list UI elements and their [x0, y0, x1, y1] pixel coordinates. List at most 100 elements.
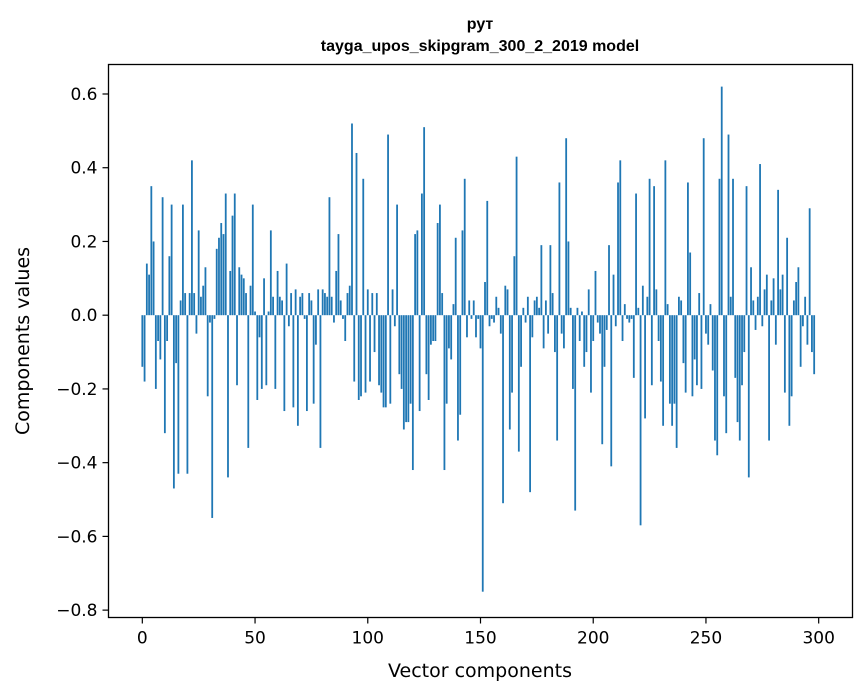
- bar: [272, 296, 274, 316]
- y-tick-label: 0.4: [70, 159, 97, 179]
- bar: [666, 304, 669, 316]
- bar: [351, 123, 353, 316]
- bar: [296, 315, 299, 426]
- bar: [371, 293, 374, 316]
- bar: [508, 315, 511, 430]
- bar: [172, 315, 175, 489]
- bar: [502, 315, 504, 504]
- bar: [520, 315, 522, 367]
- bar: [450, 315, 453, 360]
- bar: [344, 315, 347, 341]
- bar: [811, 315, 813, 353]
- bar: [152, 241, 155, 316]
- bar: [457, 315, 459, 441]
- bar: [308, 293, 311, 316]
- bar: [590, 315, 592, 393]
- bar: [504, 285, 507, 316]
- bar: [439, 204, 441, 316]
- bar: [384, 315, 387, 408]
- bar: [630, 315, 633, 319]
- bar: [680, 300, 683, 316]
- bar: [583, 315, 586, 367]
- bar: [484, 282, 486, 316]
- bar: [488, 315, 491, 327]
- bar: [269, 230, 272, 316]
- bar: [535, 296, 538, 316]
- bar: [260, 315, 263, 389]
- bar: [506, 289, 509, 316]
- bar: [342, 315, 344, 319]
- bar: [285, 263, 288, 316]
- chart-title: рут: [467, 16, 494, 33]
- bar: [802, 315, 804, 327]
- bar: [310, 300, 313, 316]
- bar: [312, 315, 315, 404]
- bar: [585, 315, 588, 353]
- bar: [202, 285, 205, 316]
- bar: [788, 315, 791, 426]
- bar: [292, 315, 295, 408]
- bar: [420, 193, 423, 316]
- bar: [195, 315, 198, 334]
- bar: [732, 178, 734, 316]
- bar: [797, 267, 800, 316]
- bar: [182, 204, 184, 316]
- bar: [659, 315, 662, 382]
- y-tick-label: −0.4: [56, 454, 97, 474]
- bar: [294, 289, 297, 316]
- bar: [249, 285, 252, 316]
- bar: [461, 230, 464, 316]
- bar: [718, 178, 721, 316]
- bar: [154, 315, 157, 389]
- bar: [200, 296, 202, 316]
- bar: [470, 315, 473, 319]
- bar: [233, 193, 236, 316]
- bar: [393, 315, 396, 327]
- bar: [326, 296, 329, 316]
- bar: [531, 315, 534, 338]
- bar: [689, 252, 692, 316]
- bar: [662, 315, 665, 426]
- bar: [434, 315, 437, 341]
- bar: [781, 274, 784, 316]
- bar: [619, 160, 622, 316]
- bar: [792, 300, 795, 316]
- x-tick-label: 50: [244, 629, 266, 649]
- bar: [375, 293, 378, 316]
- bar: [227, 315, 229, 478]
- x-tick-label: 300: [802, 629, 834, 649]
- bar: [560, 315, 563, 334]
- bar: [407, 315, 410, 423]
- bar: [468, 300, 471, 316]
- bar: [614, 315, 617, 327]
- bar: [391, 289, 394, 316]
- bar: [691, 315, 694, 397]
- chart-subtitle: tayga_upos_skipgram_300_2_2019 model: [321, 38, 639, 55]
- bar: [278, 296, 281, 316]
- bar: [603, 315, 606, 367]
- bar: [511, 315, 513, 393]
- y-tick-label: 0.6: [70, 85, 97, 105]
- bar: [355, 152, 358, 316]
- bar: [319, 315, 322, 448]
- bar: [547, 315, 550, 334]
- bar: [247, 315, 250, 448]
- bar: [148, 274, 150, 316]
- bar: [522, 307, 525, 316]
- bar: [448, 315, 450, 349]
- bar: [497, 307, 500, 316]
- bar: [612, 274, 615, 316]
- bar: [637, 307, 640, 316]
- bar: [236, 315, 238, 386]
- bar: [542, 315, 545, 349]
- x-tick-label: 200: [577, 629, 609, 649]
- bar: [466, 315, 468, 338]
- bar: [441, 293, 444, 316]
- y-tick-label: −0.8: [56, 601, 97, 621]
- bar: [682, 315, 685, 364]
- bar: [709, 304, 712, 316]
- bar: [357, 315, 360, 400]
- bar: [274, 315, 277, 389]
